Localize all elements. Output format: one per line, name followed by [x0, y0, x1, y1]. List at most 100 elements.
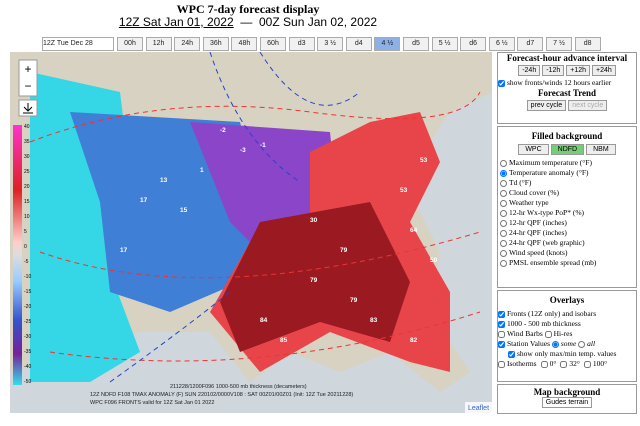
- subtitle: 12Z Sat Jan 01, 2022 — 00Z Sun Jan 02, 2…: [0, 15, 496, 29]
- advance-button[interactable]: +12h: [566, 65, 591, 76]
- hour-button[interactable]: d6: [460, 37, 487, 51]
- maxmin-checkbox[interactable]: [508, 350, 515, 358]
- darkred-area: [220, 202, 410, 352]
- colorbar-label: 15: [24, 199, 30, 205]
- barbs-checkbox[interactable]: [498, 330, 505, 338]
- option-radio[interactable]: [500, 229, 507, 237]
- start-time[interactable]: 12Z Sat Jan 01, 2022: [118, 15, 234, 29]
- option-radio[interactable]: [500, 259, 507, 267]
- option-label: Temperature anomaly (°F): [509, 168, 589, 177]
- overlays-title: Overlays: [549, 295, 585, 305]
- hour-button[interactable]: d7: [517, 37, 544, 51]
- zoom-out[interactable]: −: [24, 79, 31, 93]
- source-tab[interactable]: NBM: [586, 144, 616, 155]
- colorbar-label: 0: [24, 244, 27, 250]
- advance-buttons: -24h -12h +12h +24h: [498, 65, 636, 76]
- hour-button[interactable]: 00h: [117, 37, 143, 51]
- trend-button[interactable]: prev cycle: [526, 100, 567, 111]
- trend-button[interactable]: next cycle: [568, 100, 608, 111]
- trend-title: Forecast Trend: [537, 88, 597, 98]
- attribution-bg: [465, 402, 492, 413]
- option-radio[interactable]: [500, 209, 507, 217]
- hour-button[interactable]: 3 ½: [317, 37, 344, 51]
- earlier-checkbox[interactable]: [498, 79, 505, 87]
- iso-checkbox[interactable]: [583, 360, 591, 368]
- zoom-in[interactable]: +: [24, 62, 31, 76]
- option-radio[interactable]: [500, 169, 507, 177]
- some-radio[interactable]: [551, 340, 559, 348]
- station-value: 85: [280, 337, 288, 344]
- thickness-lines: [29, 91, 481, 362]
- trend-buttons: prev cycle next cycle: [498, 100, 636, 111]
- source-tab[interactable]: WPC: [518, 144, 549, 155]
- thickness-checkbox[interactable]: [498, 320, 505, 328]
- colorbar-label: 10: [24, 214, 30, 220]
- iso-checkbox[interactable]: [560, 360, 568, 368]
- colorbar-label: 25: [24, 169, 30, 175]
- hour-button[interactable]: d4: [345, 37, 372, 51]
- hour-button[interactable]: 36h: [202, 37, 229, 51]
- advance-button[interactable]: +24h: [592, 65, 616, 76]
- thickness-label: 1000 - 500 mb thickness: [507, 319, 581, 328]
- advance-button[interactable]: -12h: [542, 65, 565, 76]
- hour-button[interactable]: 12h: [145, 37, 172, 51]
- zoom-control: [18, 59, 38, 97]
- colorbar-label: -30: [24, 334, 31, 340]
- option-row: Weather type: [500, 198, 636, 208]
- option-radio[interactable]: [500, 189, 507, 197]
- cycle-select[interactable]: 12Z Tue Dec 28: [42, 37, 114, 51]
- overlays-box: Overlays Fronts (12Z only) and isobars 1…: [497, 290, 637, 382]
- hires-label: Hi-res: [553, 329, 573, 338]
- source-tab[interactable]: NDFD: [550, 144, 585, 155]
- isobar-lines: [109, 52, 361, 383]
- iso-checkbox[interactable]: [540, 360, 548, 368]
- station-value: 64: [410, 227, 418, 234]
- advance-button[interactable]: -24h: [518, 65, 541, 76]
- hour-button[interactable]: 24h: [174, 37, 201, 51]
- hires-checkbox[interactable]: [544, 330, 552, 338]
- colorbar: [13, 125, 22, 385]
- hour-button[interactable]: 60h: [260, 37, 286, 51]
- hour-button[interactable]: d8: [574, 37, 601, 51]
- colorbar-label: 35: [24, 139, 30, 145]
- background-select[interactable]: Gudes terrain: [541, 397, 593, 408]
- hour-button[interactable]: 6 ½: [488, 37, 515, 51]
- station-value: 53: [400, 187, 408, 194]
- background-title: Map background: [533, 387, 601, 397]
- maxmin-label: show only max/min temp. values: [517, 349, 617, 358]
- option-radio[interactable]: [500, 249, 507, 257]
- option-radio[interactable]: [500, 219, 507, 227]
- hour-button[interactable]: 5 ½: [431, 37, 458, 51]
- filled-tabs: WPC NDFD NBM: [498, 144, 636, 155]
- hour-button[interactable]: d3: [288, 37, 315, 51]
- option-row: Cloud cover (%): [500, 188, 636, 198]
- map-footer: 211228/1200F096 1000-500 mb thickness (d…: [170, 384, 307, 390]
- isotherms-checkbox[interactable]: [498, 360, 505, 368]
- stations-checkbox[interactable]: [498, 340, 505, 348]
- station-value: 17: [140, 197, 148, 204]
- colorbar-label: 40: [24, 124, 30, 130]
- map-footer: WPC F096 FRONTS valid for 12Z Sat Jan 01…: [90, 400, 214, 406]
- colorbar-label: -15: [24, 289, 31, 295]
- option-radio[interactable]: [500, 199, 507, 207]
- fronts-checkbox[interactable]: [498, 310, 505, 318]
- option-radio[interactable]: [500, 179, 507, 187]
- hour-button[interactable]: 4 ½: [374, 37, 401, 51]
- station-value: -1: [260, 142, 266, 149]
- all-label: all: [587, 339, 596, 348]
- option-row: Maximum temperature (°F): [500, 158, 636, 168]
- all-radio[interactable]: [578, 340, 586, 348]
- attribution[interactable]: Leaflet: [468, 405, 489, 412]
- option-radio[interactable]: [500, 239, 507, 247]
- colorbar-label: -10: [24, 274, 31, 280]
- station-value: 79: [350, 297, 358, 304]
- some-label: some: [560, 339, 577, 348]
- hour-button[interactable]: 7 ½: [546, 37, 572, 51]
- option-row: 24-hr QPF (web graphic): [500, 238, 636, 248]
- option-radio[interactable]: [500, 159, 507, 167]
- earlier-label: show fronts/winds 12 hours earlier: [507, 78, 612, 87]
- hour-button[interactable]: 48h: [231, 37, 258, 51]
- hour-button[interactable]: d5: [403, 37, 429, 51]
- colorbar-label: -35: [24, 349, 31, 355]
- option-label: 12-hr Wx-type PoP* (%): [509, 208, 585, 217]
